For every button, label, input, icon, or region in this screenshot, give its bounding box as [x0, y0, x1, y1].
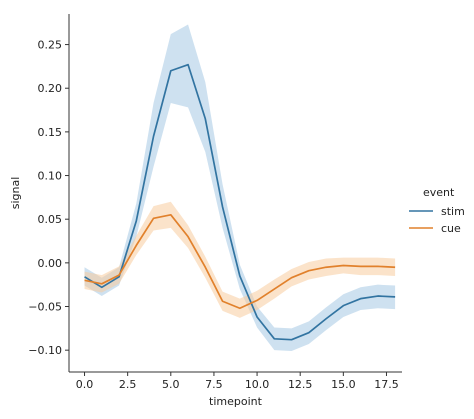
data-point-cue: [84, 280, 86, 282]
legend-title: event: [423, 186, 455, 199]
y-tick-label: 0.10: [38, 170, 63, 183]
data-point-cue: [222, 300, 224, 302]
axes-layer: [68, 14, 402, 373]
series-line-cue: [84, 213, 396, 310]
x-tick-label: 17.5: [374, 378, 399, 391]
data-point-cue: [291, 277, 293, 279]
data-point-stim: [205, 118, 207, 120]
data-point-stim: [360, 298, 362, 300]
x-tick-label: 7.5: [205, 378, 223, 391]
data-point-cue: [118, 274, 120, 276]
y-tick-label: 0.20: [38, 82, 63, 95]
y-tick-label: 0.00: [38, 257, 63, 270]
data-point-cue: [153, 218, 155, 220]
y-ticks: −0.10 −0.05 0.00 0.05 0.10 0.15 0.20 0.25: [28, 39, 69, 357]
data-point-cue: [187, 236, 189, 238]
x-tick-label: 5.0: [162, 378, 180, 391]
y-tick-label: −0.05: [28, 301, 62, 314]
x-axis-label: timepoint: [209, 395, 263, 408]
data-point-cue: [101, 283, 103, 285]
x-tick-label: 0.0: [76, 378, 94, 391]
data-point-stim: [256, 316, 258, 318]
data-point-cue: [135, 245, 137, 247]
data-point-cue: [205, 266, 207, 268]
data-point-cue: [239, 307, 241, 309]
data-point-cue: [325, 266, 327, 268]
legend: event stim cue: [409, 186, 465, 235]
series-lines-layer: [84, 63, 396, 341]
y-tick-label: 0.15: [38, 126, 63, 139]
y-tick-label: 0.05: [38, 213, 63, 226]
data-point-stim: [153, 135, 155, 137]
data-point-stim: [84, 276, 86, 278]
data-point-stim: [101, 287, 103, 289]
data-point-cue: [308, 270, 310, 272]
data-point-stim: [222, 206, 224, 208]
data-point-stim: [239, 275, 241, 277]
ci-bands-layer: [84, 24, 396, 352]
x-tick-label: 10.0: [245, 378, 270, 391]
data-point-stim: [274, 338, 276, 340]
data-point-stim: [308, 332, 310, 334]
x-ticks: 0.0 2.5 5.0 7.5 10.0 12.5 15.0 17.5: [76, 372, 399, 391]
data-point-cue: [170, 214, 172, 216]
ci-band-cue: [84, 201, 396, 318]
data-point-stim: [187, 64, 189, 66]
data-point-stim: [170, 70, 172, 72]
data-point-stim: [291, 339, 293, 341]
data-point-cue: [394, 266, 396, 268]
data-point-cue: [256, 300, 258, 302]
legend-label-cue: cue: [441, 222, 461, 235]
data-point-cue: [274, 288, 276, 290]
x-tick-label: 12.5: [288, 378, 313, 391]
data-point-stim: [377, 295, 379, 297]
y-axis-label: signal: [9, 177, 22, 210]
data-point-cue: [360, 266, 362, 268]
x-tick-label: 2.5: [119, 378, 137, 391]
data-point-stim: [325, 318, 327, 320]
y-tick-label: −0.10: [28, 344, 62, 357]
data-point-stim: [135, 220, 137, 222]
y-tick-label: 0.25: [38, 39, 63, 52]
data-point-cue: [343, 265, 345, 267]
x-tick-label: 15.0: [331, 378, 356, 391]
data-point-stim: [343, 305, 345, 307]
data-point-stim: [394, 296, 396, 298]
legend-label-stim: stim: [441, 205, 465, 218]
data-point-cue: [377, 266, 379, 268]
series-line-stim: [84, 63, 396, 341]
